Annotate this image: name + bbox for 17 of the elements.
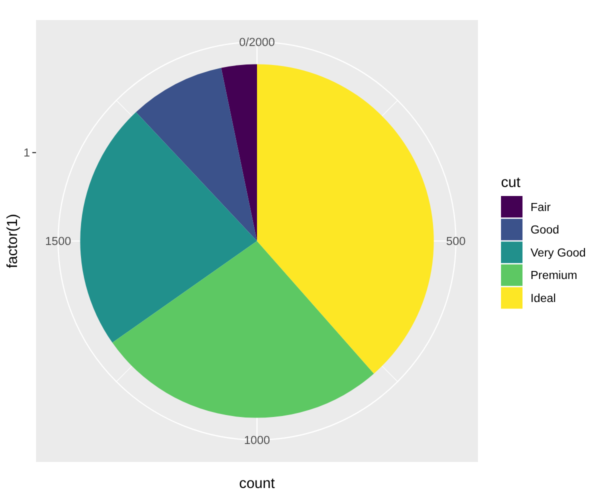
text: 1 <box>23 146 30 160</box>
text: 500 <box>446 234 466 248</box>
legend-title: cut <box>501 175 520 191</box>
legend-label: Very Good <box>530 246 586 259</box>
pie-slice <box>80 112 257 343</box>
pie-slice <box>221 64 257 241</box>
text: count <box>239 476 275 492</box>
pie-slice <box>136 68 257 241</box>
text: 1000 <box>244 433 270 446</box>
pie-slice <box>257 64 434 374</box>
legend-label: Ideal <box>530 291 556 304</box>
legend-label: Premium <box>530 268 578 282</box>
text: 1500 <box>45 234 72 248</box>
text: factor(1) <box>5 214 21 268</box>
legend-label: Fair <box>530 200 551 214</box>
legend-label: Good <box>530 223 560 236</box>
text: 0/2000 <box>239 36 276 49</box>
